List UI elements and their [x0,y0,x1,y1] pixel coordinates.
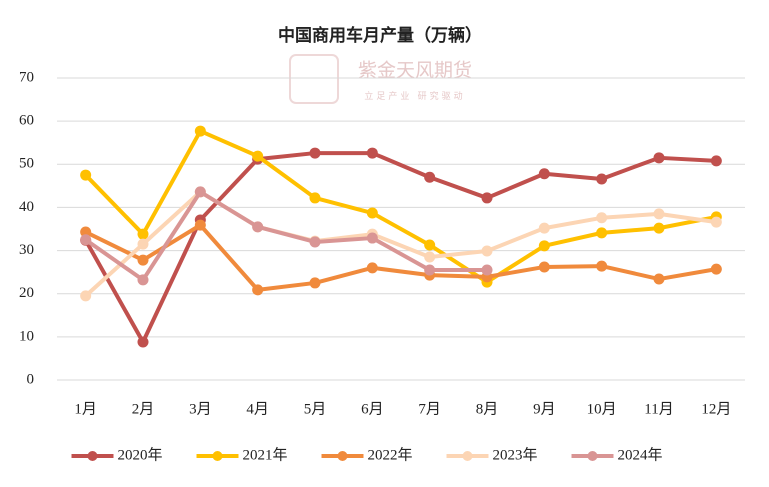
data-point [80,234,92,246]
series-line [84,189,717,298]
data-point [538,222,550,234]
legend-marker [587,451,598,461]
y-tick-label: 20 [19,285,34,301]
data-point [309,147,321,159]
data-point [710,263,722,275]
data-point [137,274,149,286]
y-tick-label: 70 [19,69,34,85]
data-point [137,228,149,240]
data-point [194,125,206,137]
x-tick-label: 6月 [361,401,384,417]
data-point [424,239,436,251]
data-point [538,261,550,273]
x-tick-label: 12月 [701,401,731,417]
data-point [137,336,149,348]
legend-marker [462,451,473,461]
legend-label: 2023年 [493,446,538,463]
data-point [424,264,436,276]
legend-marker [337,451,348,461]
watermark-logo [289,54,339,104]
x-tick-label: 7月 [418,401,441,417]
data-point [653,208,665,220]
data-point [137,254,149,266]
data-point [194,219,206,231]
data-point [366,207,378,219]
legend-label: 2024年 [618,446,663,463]
series-line [84,223,717,292]
x-tick-label: 11月 [644,401,673,417]
x-tick-label: 1月 [74,401,97,417]
data-point [366,147,378,159]
data-point [596,173,608,185]
data-point [710,155,722,167]
data-point [366,232,378,244]
data-point [80,226,92,238]
data-point [137,238,149,250]
data-point [366,262,378,274]
chart-title: 中国商用车月产量（万辆） [278,25,482,45]
data-point [252,284,264,296]
data-point [252,221,264,233]
data-point [309,236,321,248]
legend-label: 2022年 [368,446,413,463]
y-tick-label: 50 [19,156,34,172]
data-point [80,290,92,302]
data-point [194,186,206,198]
data-point [309,277,321,289]
x-tick-label: 9月 [533,401,556,417]
x-tick-label: 2月 [132,401,155,417]
data-point [80,169,92,181]
data-point [596,260,608,272]
data-point [596,227,608,239]
data-point [481,264,493,276]
y-tick-label: 30 [19,242,34,258]
data-point [424,251,436,263]
data-point [653,222,665,234]
x-tick-label: 4月 [246,401,269,417]
series-line [83,151,717,345]
data-point [538,168,550,180]
data-point [538,240,550,252]
data-point [309,192,321,204]
x-tick-label: 8月 [476,401,499,417]
legend-marker [212,451,223,461]
data-point [653,273,665,285]
data-point [653,152,665,164]
watermark-slogan: 立足产业 研究驱动 [364,90,465,101]
y-tick-label: 0 [27,371,35,387]
y-tick-label: 10 [19,328,34,344]
data-point [481,245,493,257]
watermark: 紫金天风期货 [358,59,472,81]
legend-label: 2020年 [118,446,163,463]
data-point [481,192,493,204]
data-point [424,171,436,183]
data-point [710,216,722,228]
x-tick-label: 10月 [587,401,617,417]
data-point [252,150,264,162]
x-tick-label: 3月 [189,401,212,417]
x-tick-label: 5月 [304,401,327,417]
data-point [596,212,608,224]
y-tick-label: 60 [19,113,34,129]
y-tick-label: 40 [19,199,34,215]
legend-label: 2021年 [243,446,288,463]
series-line [84,129,717,285]
series-line [84,189,487,282]
legend-marker [87,451,98,461]
